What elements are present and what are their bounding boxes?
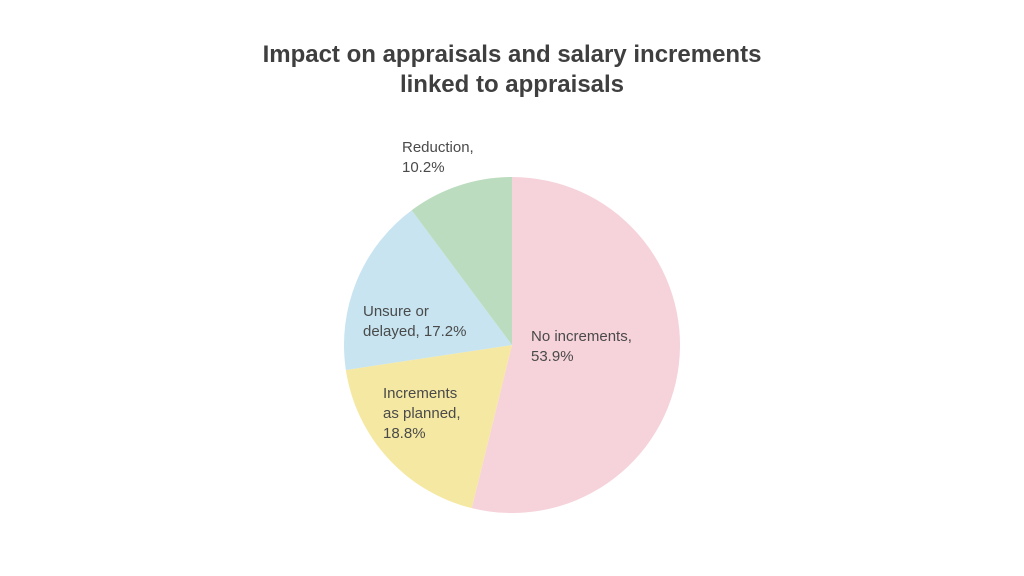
pie-slice-increments-as-planned [345, 345, 512, 509]
slice-label-increments-as-planned: Increments as planned, 18.8% [383, 385, 461, 442]
chart-title: Impact on appraisals and salary incremen… [162, 40, 862, 100]
slice-label-unsure-or-delayed: Unsure or delayed, 17.2% [363, 303, 466, 340]
pie-slice-reduction [411, 177, 512, 345]
slice-label-line: 53.9% [531, 348, 574, 365]
slice-label-line: No increments, [531, 328, 632, 345]
slice-label-line: Unsure or [363, 303, 429, 320]
slice-label-line: delayed, 17.2% [363, 323, 466, 340]
pie-slice-unsure-or-delayed [344, 210, 512, 370]
slice-label-reduction: Reduction, 10.2% [402, 139, 474, 176]
slice-label-no-increments: No increments, 53.9% [531, 328, 632, 365]
chart-title-line-1: Impact on appraisals and salary incremen… [262, 41, 762, 68]
slice-label-line: 18.8% [383, 425, 426, 442]
slice-label-line: as planned, [383, 405, 461, 422]
chart-title-line-2: linked to appraisals [399, 71, 625, 98]
slice-label-line: 10.2% [402, 159, 445, 176]
slice-label-line: Reduction, [402, 139, 474, 156]
slice-label-line: Increments [383, 385, 457, 402]
pie-slice-no-increments [471, 177, 680, 513]
